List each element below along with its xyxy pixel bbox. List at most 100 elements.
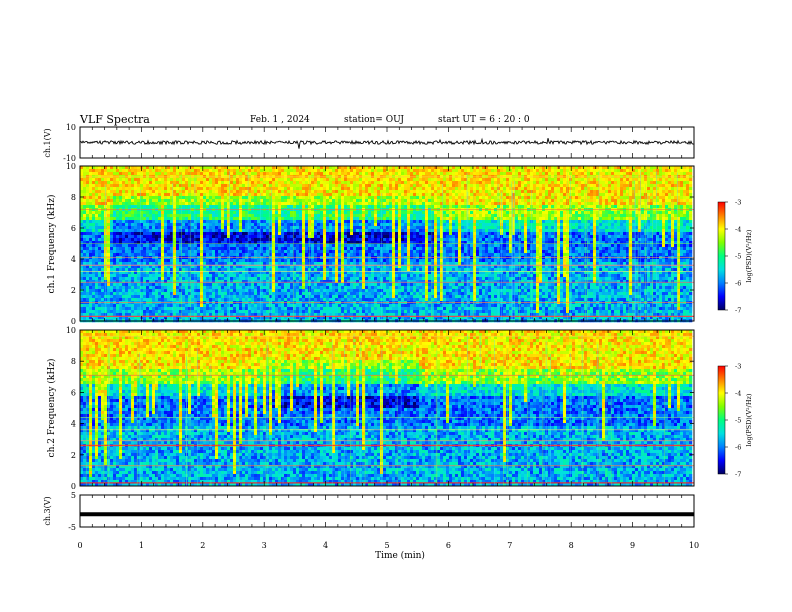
spectrogram-cell [203, 220, 206, 223]
spectrogram-cell [191, 181, 194, 184]
spectrogram-cell [242, 295, 245, 298]
spectrogram-cell [263, 190, 266, 193]
spectrogram-cell [251, 199, 254, 202]
spectrogram-cell [275, 244, 278, 247]
spectrogram-cell [158, 289, 161, 292]
spectrogram-cell [356, 217, 359, 220]
spectrogram-cell [92, 250, 95, 253]
spectrogram-cell [92, 178, 95, 181]
spectrogram-cell [341, 193, 344, 196]
spectrogram-cell [257, 307, 260, 310]
spectrogram-cell [356, 289, 359, 292]
spectrogram-cell [332, 184, 335, 187]
spectrogram-cell [137, 310, 140, 313]
spectrogram-cell [230, 283, 233, 286]
spectrogram-cell [332, 238, 335, 241]
spectrogram-cell [113, 238, 116, 241]
spectrogram-cell [353, 253, 356, 256]
spectrogram-cell [149, 283, 152, 286]
spectrogram-cell [359, 289, 362, 292]
spectrogram-cell [275, 292, 278, 295]
spectrogram-cell [335, 187, 338, 190]
spectrogram-cell [179, 310, 182, 313]
spectrogram-cell [242, 205, 245, 208]
spectrogram-cell [83, 211, 86, 214]
spectrogram-cell [356, 211, 359, 214]
spectrogram-cell [278, 202, 281, 205]
spectrogram-cell [83, 247, 86, 250]
spectrogram-cell [155, 274, 158, 277]
spectrogram-cell [311, 247, 314, 250]
spectrogram-cell [272, 178, 275, 181]
spectrogram-cell [215, 199, 218, 202]
spectrogram-cell [128, 244, 131, 247]
spectrogram-cell [137, 259, 140, 262]
spectrogram-cell [296, 205, 299, 208]
spectrogram-cell [275, 283, 278, 286]
spectrogram-cell [215, 178, 218, 181]
spectrogram-cell [251, 181, 254, 184]
spectrogram-cell [158, 205, 161, 208]
spectrogram-cell [338, 247, 341, 250]
spectrogram-cell [302, 232, 305, 235]
spectrogram-cell [206, 169, 209, 172]
spectrogram-cell [188, 226, 191, 229]
spectrogram-cell [269, 169, 272, 172]
spectrogram-cell [335, 274, 338, 277]
spectrogram-cell [95, 295, 98, 298]
spectrogram-cell [200, 241, 203, 244]
spectrogram-cell [299, 211, 302, 214]
spectrogram-cell [143, 235, 146, 238]
spectrogram-cell [146, 307, 149, 310]
spectrogram-cell [329, 241, 332, 244]
spectrogram-cell [209, 259, 212, 262]
spectrogram-cell [335, 190, 338, 193]
spectrogram-cell [122, 253, 125, 256]
spectrogram-cell [239, 298, 242, 301]
spectrogram-cell [230, 226, 233, 229]
spectrogram-cell [209, 211, 212, 214]
spectrogram-cell [215, 235, 218, 238]
spectrogram-cell [362, 277, 365, 280]
spectrogram-cell [95, 307, 98, 310]
spectrogram-cell [311, 172, 314, 175]
spectrogram-cell [332, 169, 335, 172]
spectrogram-cell [206, 250, 209, 253]
spectrogram-cell [173, 226, 176, 229]
spectrogram-cell [284, 217, 287, 220]
spectrogram-cell [341, 244, 344, 247]
spectrogram-cell [86, 241, 89, 244]
spectrogram-cell [209, 274, 212, 277]
spectrogram-cell [134, 274, 137, 277]
spectrogram-cell [224, 205, 227, 208]
spectrogram-cell [149, 277, 152, 280]
spectrogram-cell [311, 298, 314, 301]
spectrogram-cell [278, 280, 281, 283]
spectrogram-cell [92, 289, 95, 292]
spectrogram-cell [263, 172, 266, 175]
spectrogram-cell [200, 280, 203, 283]
spectrogram-cell [107, 214, 110, 217]
spectrogram-cell [200, 244, 203, 247]
spectrogram-cell [344, 274, 347, 277]
spectrogram-cell [233, 220, 236, 223]
spectrogram-cell [89, 259, 92, 262]
spectrogram-cell [137, 205, 140, 208]
spectrogram-cell [335, 295, 338, 298]
spectrogram-cell [215, 283, 218, 286]
spectrogram-cell [146, 241, 149, 244]
spectrogram-cell [212, 193, 215, 196]
spectrogram-cell [182, 223, 185, 226]
spectrogram-cell [110, 241, 113, 244]
spectrogram-cell [95, 172, 98, 175]
spectrogram-cell [341, 283, 344, 286]
spectrogram-cell [122, 181, 125, 184]
spectrogram-cell [317, 277, 320, 280]
spectrogram-cell [206, 238, 209, 241]
spectrogram-cell [281, 205, 284, 208]
spectrogram-cell [320, 244, 323, 247]
spectrogram-cell [350, 199, 353, 202]
spectrogram-cell [338, 169, 341, 172]
spectrogram-cell [197, 286, 200, 289]
spectrogram-cell [278, 274, 281, 277]
